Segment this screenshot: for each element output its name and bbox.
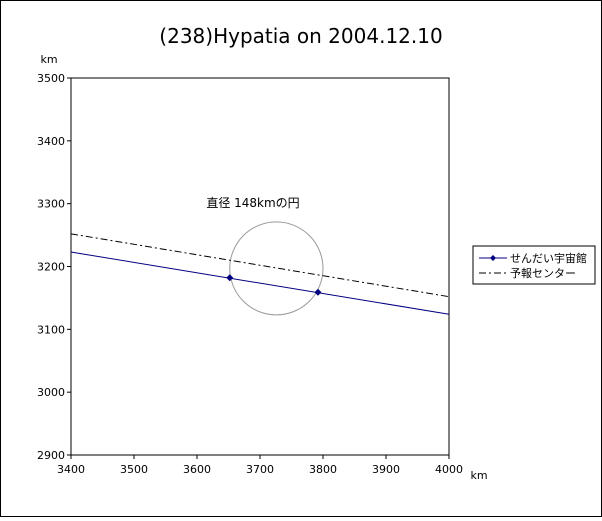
legend-marker-sendai xyxy=(490,255,496,261)
x-axis-unit: km xyxy=(470,469,487,482)
legend-label-forecast: 予報センター xyxy=(510,267,576,280)
y-axis-unit: km xyxy=(40,53,57,66)
x-tick-label: 3400 xyxy=(57,463,85,476)
x-tick-label: 3500 xyxy=(120,463,148,476)
y-tick-label: 3500 xyxy=(37,72,65,85)
legend: せんだい宇宙館 予報センター xyxy=(472,245,596,285)
legend-box xyxy=(472,245,596,285)
y-tick-label: 3000 xyxy=(37,386,65,399)
legend-label-sendai: せんだい宇宙館 xyxy=(510,251,587,265)
chart-title: (238)Hypatia on 2004.12.10 xyxy=(159,24,442,48)
x-axis-ticks: 3400 3500 3600 3700 3800 3900 4000 xyxy=(57,455,463,476)
series-line-sendai xyxy=(70,251,450,315)
y-tick-label: 3100 xyxy=(37,323,65,336)
series-line-forecast xyxy=(70,233,450,298)
x-tick-label: 3900 xyxy=(372,463,400,476)
y-axis-ticks: 2900 3000 3100 3200 3300 3400 3500 xyxy=(37,72,71,462)
data-point-marker xyxy=(226,274,234,282)
plot-area xyxy=(70,77,450,456)
y-tick-label: 2900 xyxy=(37,449,65,462)
y-tick-label: 3200 xyxy=(37,261,65,274)
data-point-marker xyxy=(314,288,322,296)
x-tick-label: 4000 xyxy=(435,463,463,476)
y-tick-label: 3300 xyxy=(37,198,65,211)
x-tick-label: 3700 xyxy=(246,463,274,476)
diameter-circle xyxy=(229,221,324,316)
y-tick-label: 3400 xyxy=(37,135,65,148)
x-tick-label: 3600 xyxy=(183,463,211,476)
x-tick-label: 3800 xyxy=(309,463,337,476)
plot-marks xyxy=(70,221,450,316)
circle-annotation: 直径 148kmの円 xyxy=(206,196,299,210)
